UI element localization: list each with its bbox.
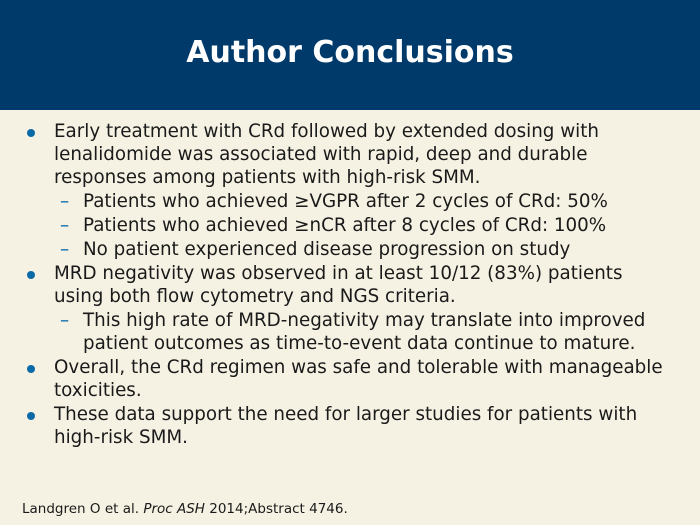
bullet-item: These data support the need for larger s… xyxy=(0,403,700,449)
slide-content: Early treatment with CRd followed by ext… xyxy=(0,120,700,450)
bullet-dot-icon xyxy=(27,412,35,420)
citation: Landgren O et al. Proc ASH 2014;Abstract… xyxy=(22,501,348,517)
slide-title: Author Conclusions xyxy=(186,34,514,70)
sub-bullet-item: – This high rate of MRD-negativity may t… xyxy=(0,309,700,355)
bullet-text: These data support the need for larger s… xyxy=(54,404,638,448)
sub-bullet-text: This high rate of MRD-negativity may tra… xyxy=(83,310,646,354)
dash-icon: – xyxy=(60,191,70,212)
sub-bullet-text: Patients who achieved ≥nCR after 8 cycle… xyxy=(83,215,607,236)
bullet-text: Early treatment with CRd followed by ext… xyxy=(54,121,599,188)
sub-bullet-item: – Patients who achieved ≥nCR after 8 cyc… xyxy=(0,214,700,237)
bullet-text: Overall, the CRd regimen was safe and to… xyxy=(54,357,663,401)
sub-bullet-text: Patients who achieved ≥VGPR after 2 cycl… xyxy=(83,191,608,212)
dash-icon: – xyxy=(60,310,70,331)
citation-journal: Proc ASH xyxy=(143,501,205,517)
sub-bullet-item: – No patient experienced disease progres… xyxy=(0,238,700,261)
citation-details: 2014;Abstract 4746. xyxy=(209,501,348,517)
bullet-dot-icon xyxy=(27,271,35,279)
title-bar: Author Conclusions xyxy=(0,0,700,110)
bullet-dot-icon xyxy=(27,129,35,137)
sub-bullet-text: No patient experienced disease progressi… xyxy=(83,239,571,260)
citation-authors: Landgren O et al. xyxy=(22,501,140,517)
bullet-dot-icon xyxy=(27,365,35,373)
dash-icon: – xyxy=(60,215,70,236)
sub-bullet-item: – Patients who achieved ≥VGPR after 2 cy… xyxy=(0,190,700,213)
bullet-item: Overall, the CRd regimen was safe and to… xyxy=(0,356,700,402)
bullet-text: MRD negativity was observed in at least … xyxy=(54,263,623,307)
dash-icon: – xyxy=(60,239,70,260)
bullet-item: MRD negativity was observed in at least … xyxy=(0,262,700,308)
bullet-item: Early treatment with CRd followed by ext… xyxy=(0,120,700,189)
